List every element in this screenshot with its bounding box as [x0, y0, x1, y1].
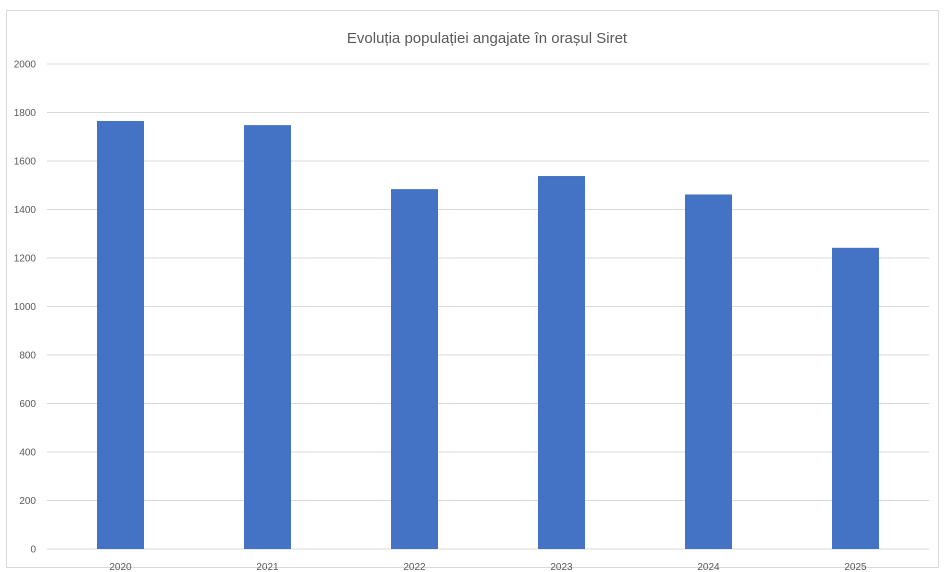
x-axis-ticks: 2020 2021 2022 2023 2024 2025	[109, 562, 867, 572]
chart-title: Evoluția populației angajate în orașul S…	[347, 30, 628, 47]
y-axis-ticks: 0 200 400 600 800 1000 1200 1400 1600 1800 2000	[14, 60, 37, 556]
gridlines	[47, 63, 929, 550]
x-tick-label: 2022	[403, 562, 426, 572]
x-tick-label: 2020	[109, 562, 132, 572]
bar-2021	[244, 125, 291, 550]
bar-2024	[685, 194, 732, 549]
bar-2020	[97, 120, 144, 550]
chart-frame	[6, 10, 939, 568]
x-tick-label: 2021	[256, 562, 279, 572]
bar-2025	[832, 247, 879, 549]
y-tick-label: 1600	[14, 157, 37, 168]
y-tick-label: 200	[19, 496, 36, 507]
x-tick-label: 2024	[697, 562, 720, 572]
bar-2023	[538, 176, 585, 549]
y-tick-label: 600	[19, 399, 36, 410]
y-tick-label: 2000	[14, 60, 37, 71]
x-tick-label: 2023	[550, 562, 573, 572]
bars	[97, 120, 879, 550]
y-tick-label: 400	[19, 448, 36, 459]
y-tick-label: 1200	[14, 254, 37, 265]
x-tick-label: 2025	[844, 562, 867, 572]
y-tick-label: 800	[19, 351, 36, 362]
y-tick-label: 0	[30, 545, 36, 556]
y-tick-label: 1800	[14, 108, 37, 119]
y-tick-label: 1400	[14, 205, 37, 216]
bar-2022	[391, 189, 438, 549]
y-tick-label: 1000	[14, 302, 37, 313]
